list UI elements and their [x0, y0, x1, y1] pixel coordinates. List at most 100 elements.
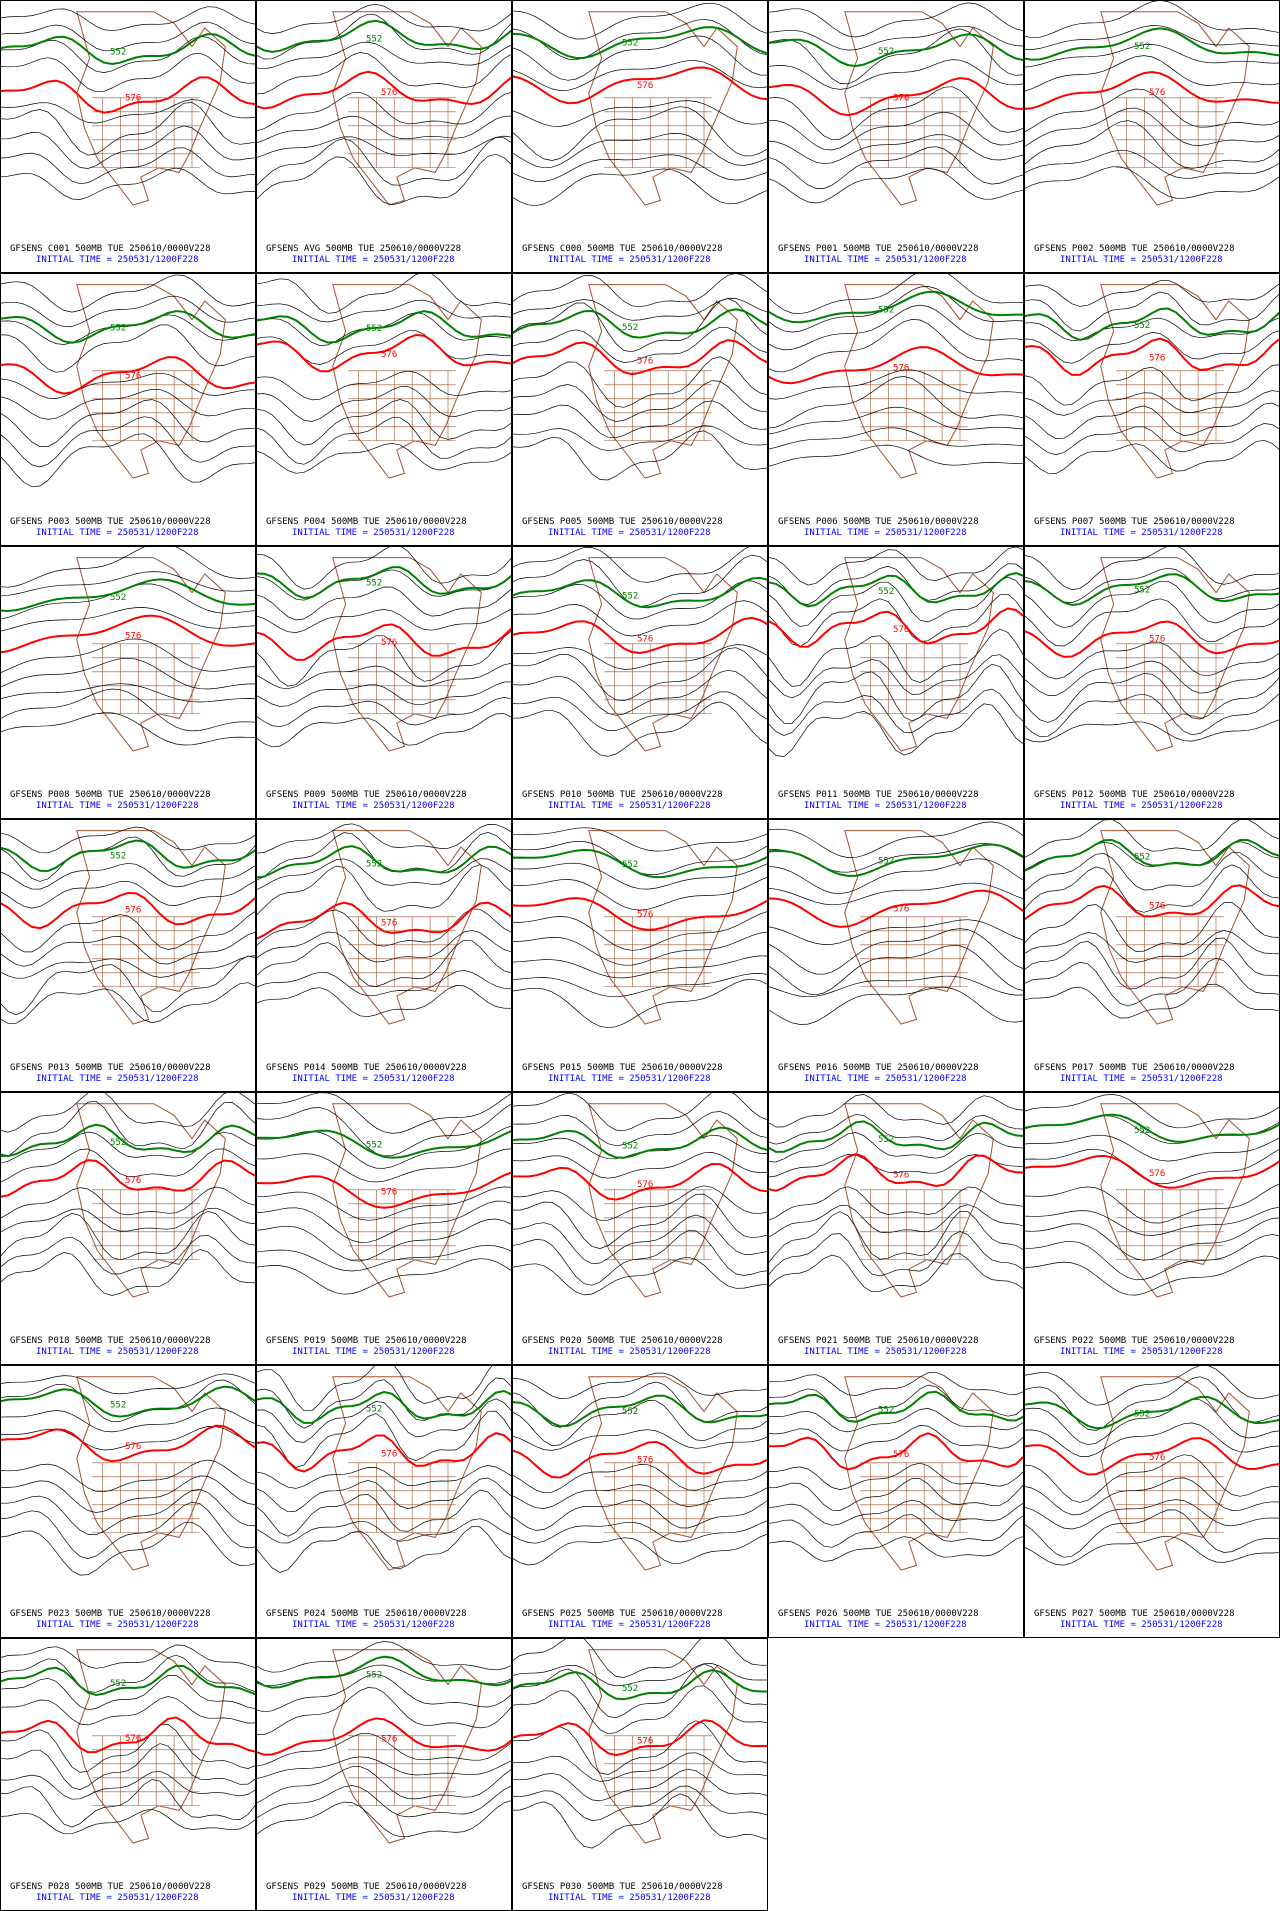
contour: [769, 703, 1023, 757]
contour: [257, 399, 511, 446]
contour-label: 552: [110, 593, 126, 603]
initial-time: INITIAL TIME = 250531/1200F228: [36, 528, 199, 538]
initial-time: INITIAL TIME = 250531/1200F228: [36, 1893, 199, 1903]
contour-label: 576: [637, 81, 653, 91]
contour-label: 576: [381, 638, 397, 648]
contour-552: [1025, 27, 1279, 61]
contour: [257, 1800, 511, 1838]
initial-time: INITIAL TIME = 250531/1200F228: [548, 1347, 711, 1357]
contour-label: 552: [1134, 585, 1150, 595]
contour: [257, 858, 511, 890]
panel-title: GFSENS P024 500MB TUE 250610/0000V228: [266, 1609, 466, 1619]
contour: [1025, 1398, 1279, 1446]
contour-label: 576: [125, 93, 141, 103]
panel-frame: [256, 546, 512, 819]
map-panel: 552 576 GFSENS P023 500MB TUE 250610/0000V…: [0, 1365, 256, 1638]
contour: [513, 1429, 767, 1451]
panel-title: GFSENS AVG 500MB TUE 250610/0000V228: [266, 244, 461, 254]
contour: [1, 21, 255, 52]
contour-576: [769, 1432, 1023, 1471]
panel-title: GFSENS C001 500MB TUE 250610/0000V228: [10, 244, 210, 254]
panel-title: GFSENS C000 500MB TUE 250610/0000V228: [522, 244, 722, 254]
coastline: [588, 830, 738, 1025]
contour: [1025, 901, 1279, 952]
panel-frame: [512, 546, 768, 819]
contour: [769, 1425, 1023, 1452]
contour-552: [257, 310, 511, 344]
contour: [1, 1696, 255, 1726]
contour: [1025, 1206, 1279, 1236]
panel-frame: [0, 1365, 256, 1638]
map-panel: 552 576 GFSENS P009 500MB TUE 250610/0000V…: [256, 546, 512, 819]
map-area: 552 576: [1, 1373, 255, 1576]
contour: [769, 274, 1023, 315]
initial-time: INITIAL TIME = 250531/1200F228: [804, 1620, 967, 1630]
contour: [257, 1785, 511, 1819]
contour-label: 576: [637, 1180, 653, 1190]
contour: [1025, 364, 1279, 406]
contour: [1, 1210, 255, 1261]
contour: [769, 986, 1023, 1025]
contour: [1025, 1134, 1279, 1162]
contour-552: [769, 843, 1023, 877]
initial-time: INITIAL TIME = 250531/1200F228: [804, 801, 967, 811]
map-area: 552 576: [1, 1644, 255, 1844]
contour: [1, 1379, 255, 1423]
contour: [1025, 166, 1279, 199]
contour: [1, 1654, 255, 1693]
map-area: 552 576: [769, 2, 1023, 206]
panel-frame: [1024, 546, 1280, 819]
map-area: 552 576: [769, 1371, 1023, 1571]
contour-576: [513, 1719, 767, 1757]
contour: [1, 911, 255, 953]
contour: [1025, 957, 1279, 1007]
contour-label: 552: [1134, 1409, 1150, 1419]
contour: [513, 600, 767, 637]
contour: [1, 712, 255, 746]
coastline: [844, 557, 994, 752]
map-panel: 552 576 GFSENS P004 500MB TUE 250610/0000V…: [256, 273, 512, 546]
map-area: 552 576: [257, 274, 511, 479]
contour-576: [1025, 1154, 1279, 1189]
contour-label: 576: [893, 93, 909, 103]
contour: [1025, 279, 1279, 307]
contour: [769, 304, 1023, 351]
contour-576: [769, 607, 1023, 648]
contour-552: [769, 1120, 1023, 1153]
map-panel: 552 576 GFSENS P028 500MB TUE 250610/0000V…: [0, 1638, 256, 1911]
contour-label: 576: [381, 1188, 397, 1198]
contour: [257, 1641, 511, 1673]
initial-time: INITIAL TIME = 250531/1200F228: [36, 801, 199, 811]
contour-label: 552: [366, 324, 382, 334]
contour: [1025, 1094, 1279, 1129]
contour: [1025, 719, 1279, 743]
initial-time: INITIAL TIME = 250531/1200F228: [292, 801, 455, 811]
contour: [513, 1663, 767, 1687]
map-area: 552 576: [513, 1093, 767, 1298]
contour-label: 576: [125, 1734, 141, 1744]
contour-label: 576: [381, 918, 397, 928]
contour: [1025, 1422, 1279, 1457]
panel-title: GFSENS P006 500MB TUE 250610/0000V228: [778, 517, 978, 527]
panel-title: GFSENS P018 500MB TUE 250610/0000V228: [10, 1336, 210, 1346]
contour: [513, 1372, 767, 1399]
contour: [513, 1464, 767, 1494]
contour: [1, 1743, 255, 1790]
coastline: [76, 557, 226, 752]
contour: [1025, 580, 1279, 629]
panel-title: GFSENS P029 500MB TUE 250610/0000V228: [266, 1882, 466, 1892]
initial-time: INITIAL TIME = 250531/1200F228: [1060, 528, 1223, 538]
contour: [1, 1100, 255, 1157]
coastline: [844, 1103, 994, 1298]
contour: [1, 1234, 255, 1275]
map-area: 552 576: [769, 274, 1023, 479]
initial-time: INITIAL TIME = 250531/1200F228: [548, 528, 711, 538]
contour: [769, 688, 1023, 736]
contour: [769, 1204, 1023, 1238]
contour-label: 552: [878, 47, 894, 57]
panel-title: GFSENS P008 500MB TUE 250610/0000V228: [10, 790, 210, 800]
contour-label: 576: [125, 1176, 141, 1186]
map-area: 552 576: [769, 547, 1023, 757]
map-area: 552 576: [513, 274, 767, 481]
